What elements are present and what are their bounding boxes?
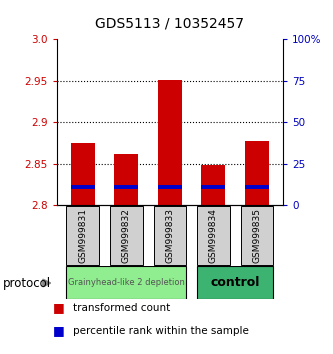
Text: Grainyhead-like 2 depletion: Grainyhead-like 2 depletion	[68, 278, 185, 287]
Text: GSM999831: GSM999831	[78, 208, 87, 263]
Text: percentile rank within the sample: percentile rank within the sample	[73, 326, 249, 336]
FancyBboxPatch shape	[197, 266, 273, 299]
Bar	[71, 185, 95, 189]
Bar	[245, 141, 269, 205]
Bar	[201, 185, 225, 189]
Text: transformed count: transformed count	[73, 303, 170, 313]
Text: GDS5113 / 10352457: GDS5113 / 10352457	[95, 16, 244, 30]
FancyBboxPatch shape	[66, 206, 99, 265]
FancyBboxPatch shape	[110, 206, 143, 265]
FancyBboxPatch shape	[66, 266, 186, 299]
Bar	[114, 185, 138, 189]
Text: GSM999832: GSM999832	[122, 208, 131, 263]
Bar	[158, 185, 182, 189]
FancyBboxPatch shape	[197, 206, 230, 265]
Bar	[158, 80, 182, 205]
Bar	[114, 154, 138, 205]
Text: GSM999833: GSM999833	[165, 208, 174, 263]
Text: control: control	[210, 276, 260, 289]
Bar	[201, 165, 225, 205]
Text: protocol: protocol	[3, 277, 52, 290]
Bar	[245, 185, 269, 189]
FancyBboxPatch shape	[154, 206, 186, 265]
Bar	[71, 143, 95, 205]
Text: GSM999834: GSM999834	[209, 208, 218, 263]
FancyBboxPatch shape	[240, 206, 273, 265]
Text: ■: ■	[53, 302, 65, 314]
Text: GSM999835: GSM999835	[252, 208, 261, 263]
Text: ■: ■	[53, 325, 65, 337]
